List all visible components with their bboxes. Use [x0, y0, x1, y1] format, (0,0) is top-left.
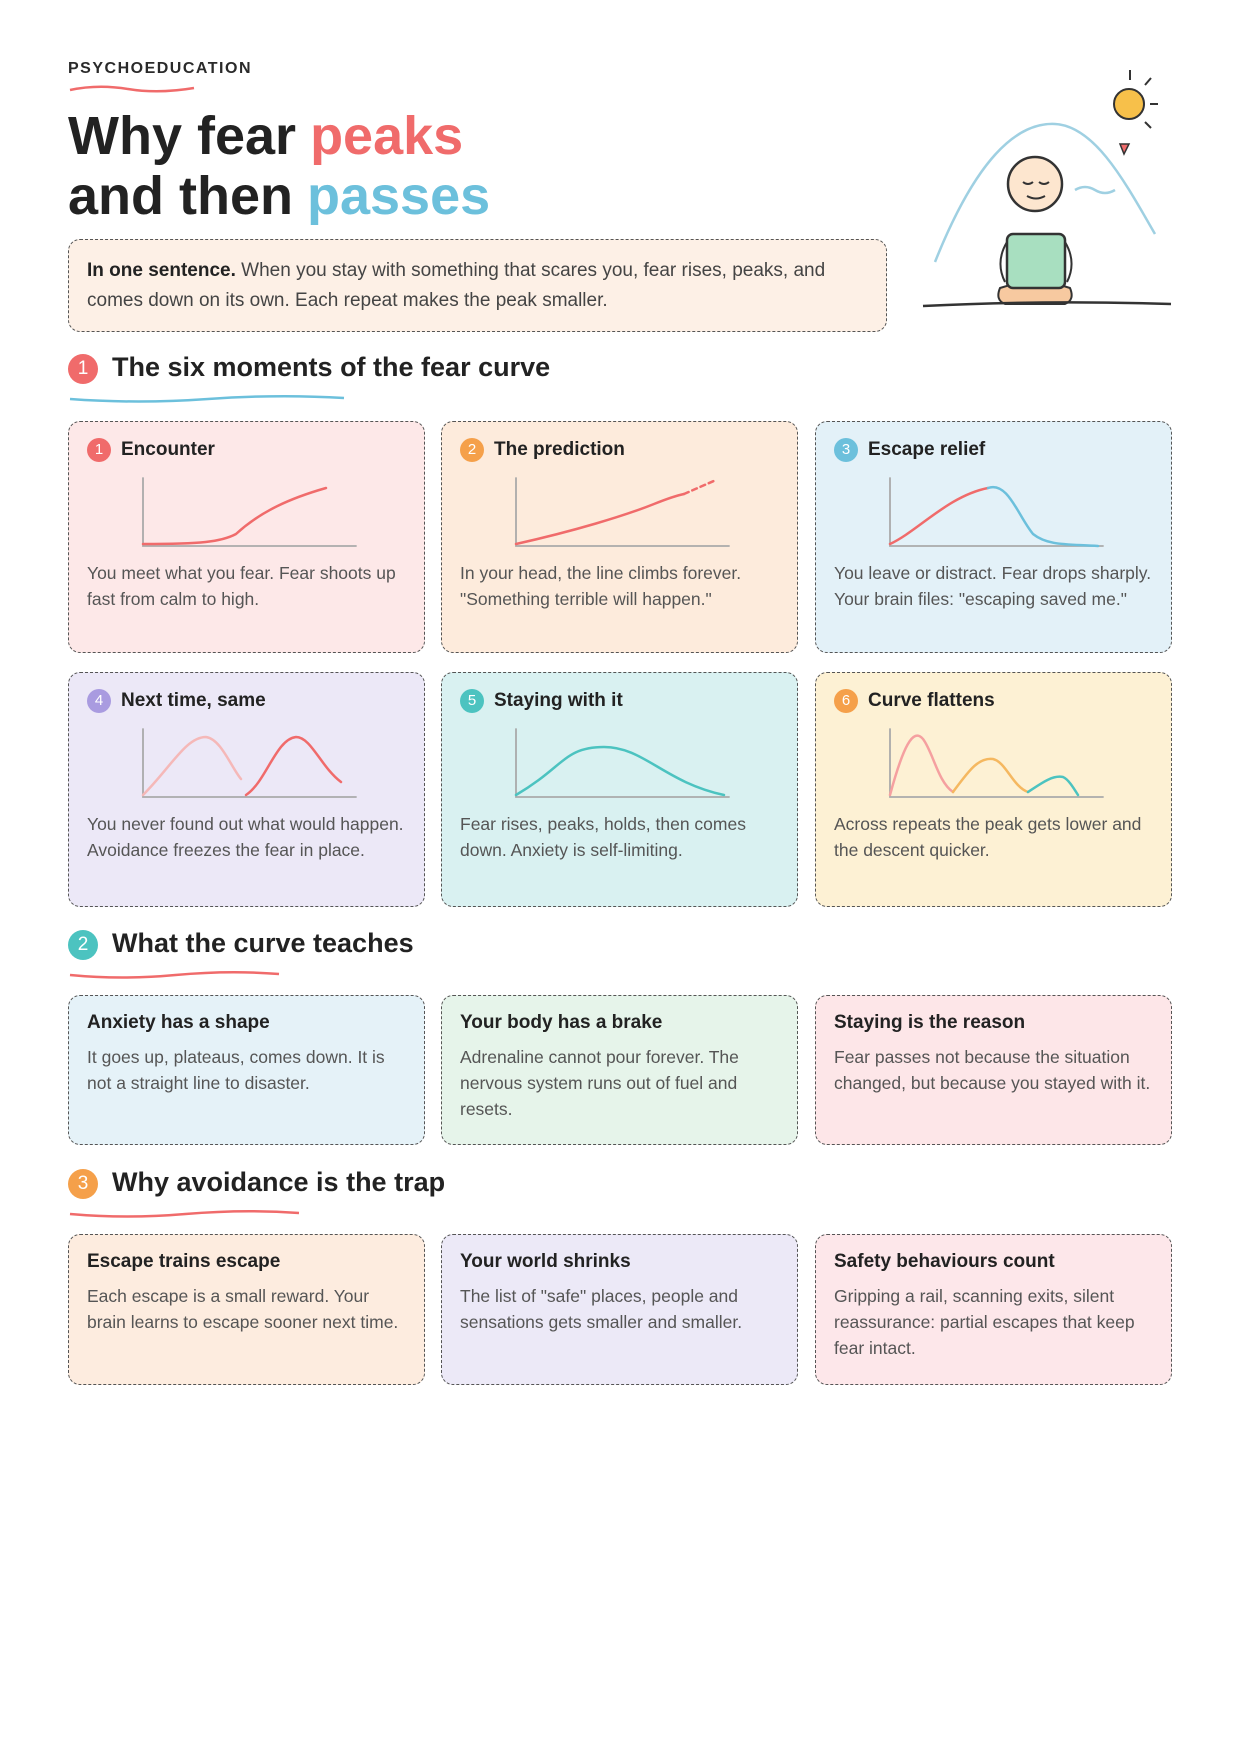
section-heading: Why avoidance is the trap	[112, 1167, 446, 1197]
card-title-text: Encounter	[121, 439, 215, 460]
card-text: You never found out what would happen. A…	[87, 814, 404, 860]
card: Your body has a brake Adrenaline cannot p…	[441, 995, 798, 1145]
card: 5 Staying with it Fear rises, peaks, holds…	[441, 672, 798, 907]
card: 2 The prediction In your head, the line cl…	[441, 421, 798, 653]
summary-text: When you stay with something that scares…	[87, 260, 826, 311]
card-title: Staying is the reason	[834, 1012, 1025, 1034]
card-title: 5 Staying with it	[460, 689, 623, 713]
card-title: 2 The prediction	[460, 438, 625, 462]
card: 3 Escape relief You leave or distract. Fea…	[815, 421, 1172, 653]
curve-sketch	[141, 477, 357, 547]
section-badge: 3	[68, 1169, 98, 1199]
card: Your world shrinks The list of "safe" pla…	[441, 1234, 798, 1385]
title-line: and then passes	[68, 166, 490, 226]
card-title: Your body has a brake	[460, 1012, 662, 1034]
card-title: Your world shrinks	[460, 1251, 631, 1273]
curve-sketch	[141, 728, 357, 798]
card-badge: 2	[460, 438, 484, 462]
card-title-text: Your world shrinks	[460, 1251, 631, 1272]
card-badge: 5	[460, 689, 484, 713]
card: 1 Encounter You meet what you fear. Fear s…	[68, 421, 425, 653]
card-text: In your head, the line climbs forever. "…	[460, 563, 742, 609]
summary-lead: In one sentence.	[87, 260, 236, 281]
card: 6 Curve flattens Across repeats the peak g…	[815, 672, 1172, 907]
card-text: Across repeats the peak gets lower and t…	[834, 814, 1142, 860]
section-heading: What the curve teaches	[112, 928, 414, 958]
card-text: You leave or distract. Fear drops sharpl…	[834, 563, 1152, 609]
curve-sketch	[514, 728, 730, 798]
card-title-text: The prediction	[494, 439, 625, 460]
card-title-text: Staying is the reason	[834, 1012, 1026, 1033]
card-title: 3 Escape relief	[834, 438, 985, 462]
card: Anxiety has a shape It goes up, plateaus,…	[68, 995, 425, 1145]
card: Staying is the reason Fear passes not bec…	[815, 995, 1172, 1145]
card-text: Gripping a rail, scanning exits, silent …	[834, 1286, 1135, 1358]
card-title-text: Escape relief	[868, 439, 986, 460]
card: Safety behaviours count Gripping a rail, …	[815, 1234, 1172, 1385]
card-title: Escape trains escape	[87, 1251, 280, 1273]
card-badge: 6	[834, 689, 858, 713]
card-title-text: Next time, same	[121, 690, 266, 711]
heading-underline	[69, 970, 280, 979]
heading-underline	[69, 1209, 300, 1218]
card-text: Fear rises, peaks, holds, then comes dow…	[460, 814, 746, 860]
title-text: Why fear	[68, 106, 297, 166]
card-title-text: Anxiety has a shape	[87, 1012, 270, 1033]
title-accent: passes	[307, 166, 491, 226]
card-title: 6 Curve flattens	[834, 689, 995, 713]
card-text: Each escape is a small reward. Your brai…	[87, 1286, 399, 1332]
section-heading: The six moments of the fear curve	[112, 352, 551, 382]
card-text: The list of "safe" places, people and se…	[460, 1286, 743, 1332]
illustration	[922, 70, 1172, 308]
curve-sketch	[888, 477, 1104, 548]
title-text: and then	[68, 166, 293, 226]
curve-sketch	[888, 728, 1104, 798]
card-badge: 4	[87, 689, 111, 713]
card-title-text: Staying with it	[494, 690, 623, 711]
card-title: 1 Encounter	[87, 438, 215, 462]
card-title-text: Escape trains escape	[87, 1251, 281, 1272]
summary-box: In one sentence. When you stay with some…	[68, 239, 887, 332]
card: 4 Next time, same You never found out what…	[68, 672, 425, 907]
title-accent: peaks	[310, 106, 464, 166]
card-title-text: Safety behaviours count	[834, 1251, 1055, 1272]
kicker-underline	[69, 85, 195, 93]
card: Escape trains escape Each escape is a sma…	[68, 1234, 425, 1385]
kicker: PSYCHOEDUCATION	[68, 60, 252, 77]
heading-underline	[69, 394, 345, 403]
card-title: 4 Next time, same	[87, 689, 266, 713]
card-badge: 1	[87, 438, 111, 462]
title-line: Why fear peaks	[68, 106, 463, 166]
section-badge: 1	[68, 354, 98, 384]
section-badge: 2	[68, 930, 98, 960]
card-title-text: Curve flattens	[868, 690, 995, 711]
card-text: Fear passes not because the situation ch…	[834, 1047, 1151, 1093]
card-text: You meet what you fear. Fear shoots up f…	[87, 563, 396, 609]
curve-sketch	[514, 477, 730, 547]
card-title: Safety behaviours count	[834, 1251, 1055, 1273]
card-title: Anxiety has a shape	[87, 1012, 270, 1034]
card-badge: 3	[834, 438, 858, 462]
card-text: It goes up, plateaus, comes down. It is …	[87, 1047, 385, 1093]
card-title-text: Your body has a brake	[460, 1012, 663, 1033]
card-text: Adrenaline cannot pour forever. The nerv…	[460, 1047, 739, 1119]
